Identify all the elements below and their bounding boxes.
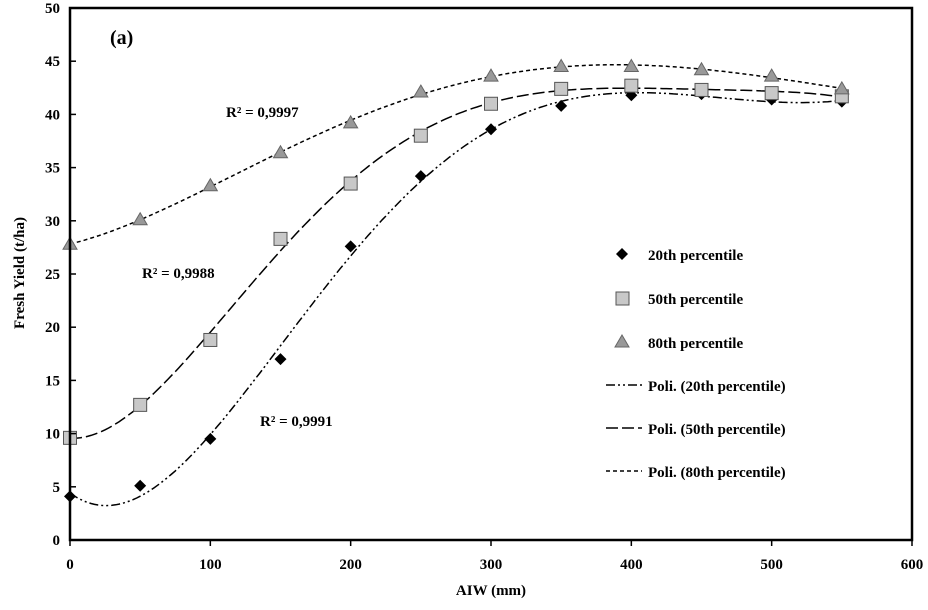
y-tick-label: 40 (45, 107, 60, 123)
r2-annotation-80th: R² = 0,9997 (226, 105, 299, 121)
x-tick-label: 100 (199, 557, 222, 573)
x-axis-title: AIW (mm) (456, 583, 526, 599)
legend-item-poli-80th: Poli. (80th percentile) (606, 465, 786, 481)
x-tick-label: 200 (339, 557, 362, 573)
y-tick-label: 30 (45, 214, 60, 230)
point-80th (763, 68, 780, 82)
legend-marker-diamond (616, 248, 628, 260)
point-50th (484, 96, 498, 111)
legend-label-poli-50th: Poli. (50th percentile) (648, 422, 786, 438)
point-50th (203, 332, 218, 347)
x-tick-label: 600 (901, 557, 924, 573)
point-20th (555, 99, 568, 112)
y-tick-label: 0 (53, 533, 61, 549)
trendline-50th (70, 87, 842, 440)
point-20th (344, 240, 357, 253)
y-tick-label: 35 (45, 161, 60, 177)
point-50th (624, 78, 639, 93)
point-80th (623, 58, 640, 73)
point-20th (274, 353, 287, 366)
trendline-layer (69, 63, 842, 507)
y-tick-label: 10 (45, 427, 60, 443)
point-50th (133, 397, 148, 412)
x-tick-label: 500 (760, 557, 783, 573)
y-tick-label: 15 (45, 373, 60, 389)
point-80th (272, 144, 289, 159)
point-50th (343, 176, 358, 191)
point-20th (485, 123, 497, 136)
y-axis-title: Fresh Yield (t/ha) (12, 217, 28, 329)
y-tick-label: 20 (45, 320, 60, 336)
panel-label: (a) (110, 27, 133, 49)
point-80th (833, 80, 850, 95)
point-80th (132, 211, 149, 226)
point-20th (204, 432, 217, 445)
point-50th (554, 81, 569, 96)
legend-label-poli-80th: Poli. (80th percentile) (648, 465, 786, 481)
trendline-20th (69, 91, 842, 507)
point-50th (273, 231, 288, 246)
y-tick-label: 5 (53, 480, 61, 496)
point-20th (414, 170, 427, 183)
legend-label-80th: 80th percentile (648, 336, 743, 352)
legend-item-80th: 80th percentile (614, 334, 743, 352)
legend-item-20th: 20th percentile (616, 248, 743, 264)
legend: 20th percentile 50th percentile 80th per… (606, 248, 786, 481)
r2-annotation-50th: R² = 0,9988 (142, 266, 215, 282)
x-tick-label: 0 (66, 557, 74, 573)
r2-annotation-20th: R² = 0,9991 (260, 414, 333, 430)
legend-item-poli-50th: Poli. (50th percentile) (606, 422, 786, 438)
point-80th (553, 58, 570, 73)
legend-label-50th: 50th percentile (648, 292, 743, 308)
point-80th (202, 177, 219, 192)
point-50th (764, 86, 779, 101)
legend-marker-triangle (614, 334, 630, 348)
point-80th (412, 84, 429, 98)
legend-marker-square (615, 291, 630, 306)
x-tick-label: 400 (620, 557, 643, 573)
legend-item-poli-20th: Poli. (20th percentile) (606, 379, 786, 395)
y-tick-label: 50 (45, 1, 60, 17)
legend-label-poli-20th: Poli. (20th percentile) (648, 379, 786, 395)
point-20th (134, 479, 147, 492)
point-80th (693, 61, 710, 76)
x-tick-label: 300 (480, 557, 503, 573)
point-80th (483, 68, 499, 82)
point-80th (342, 114, 359, 129)
y-tick-label: 25 (45, 267, 60, 283)
legend-label-20th: 20th percentile (648, 248, 743, 264)
marker-layer (62, 58, 850, 503)
point-50th (413, 128, 428, 143)
y-tick-label: 45 (45, 54, 60, 70)
point-50th (694, 82, 709, 97)
legend-item-50th: 50th percentile (615, 291, 743, 308)
